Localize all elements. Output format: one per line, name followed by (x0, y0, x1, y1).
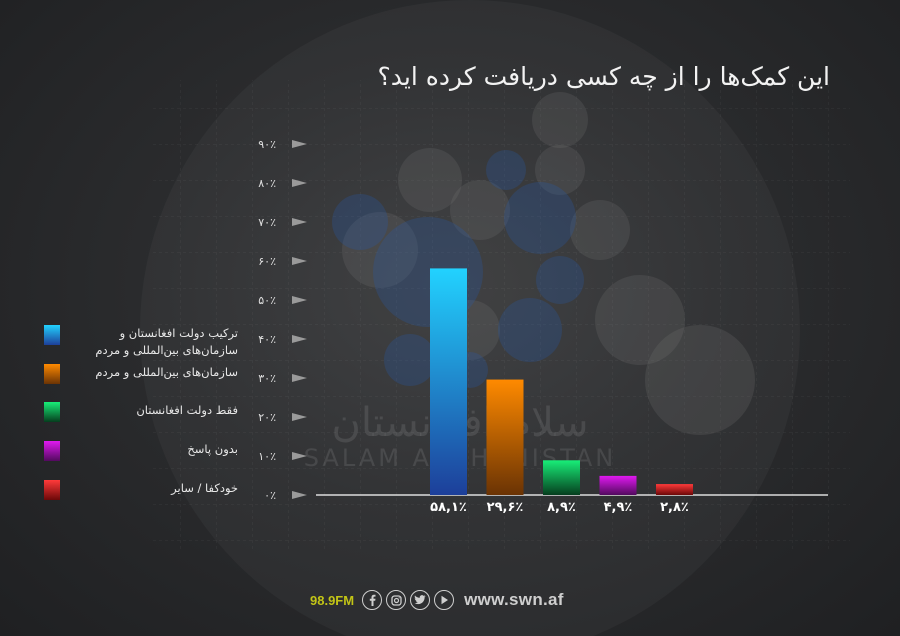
value-label: ۲۹,۶٪ (487, 500, 524, 515)
footer: 98.9FM www.swn.af (310, 587, 564, 613)
facebook-icon[interactable] (362, 590, 383, 610)
twitter-icon[interactable] (410, 590, 431, 610)
legend-item-combined: ترکیب دولت افغانستان و سازمان‌های بین‌ال… (44, 325, 238, 359)
legend-swatch-international (44, 364, 60, 384)
y-tick-marker (292, 413, 307, 421)
bar (430, 268, 467, 495)
y-tick-marker (292, 140, 307, 148)
value-label: ۴,۹٪ (604, 500, 633, 515)
y-tick-label: ۸۰٪ (258, 177, 276, 190)
y-tick-marker (292, 218, 307, 226)
legend-swatch-no-answer (44, 441, 60, 461)
legend-item-self-sufficient: خودکفا / سایر (44, 480, 238, 500)
y-tick-label: ۶۰٪ (258, 255, 276, 268)
legend-item-international: سازمان‌های بین‌المللی و مردم (44, 364, 238, 384)
bar (656, 484, 693, 495)
y-tick-label: ۰٪ (264, 489, 276, 502)
y-tick-label: ۳۰٪ (258, 372, 276, 385)
y-tick-label: ۴۰٪ (258, 333, 276, 346)
legend-item-no-answer: بدون پاسخ (44, 441, 238, 461)
y-tick-marker (292, 491, 307, 499)
value-label: ۸,۹٪ (547, 500, 576, 515)
y-tick-marker (292, 452, 307, 460)
legend-label: خودکفا / سایر (171, 481, 238, 495)
y-tick-label: ۹۰٪ (258, 138, 276, 151)
bar (599, 475, 637, 495)
y-tick-marker (292, 179, 307, 187)
bar (486, 379, 524, 495)
legend-label: فقط دولت افغانستان (136, 403, 238, 417)
y-tick-label: ۱۰٪ (258, 450, 276, 463)
legend-label: ترکیب دولت افغانستان و سازمان‌های بین‌ال… (95, 326, 238, 357)
y-tick-label: ۲۰٪ (258, 411, 276, 424)
y-tick-label: ۷۰٪ (258, 216, 276, 229)
value-label: ۲,۸٪ (660, 500, 689, 515)
y-axis: ۰٪ ۱۰٪ ۲۰٪ ۳۰٪ ۴۰٪ ۵۰٪ ۶۰٪ ۷۰٪ ۸۰٪ ۹۰٪ (258, 138, 307, 502)
website-link[interactable]: www.swn.af (464, 590, 564, 609)
play-icon[interactable] (434, 590, 455, 610)
instagram-icon[interactable] (386, 590, 407, 610)
legend-swatch-self-sufficient (44, 480, 60, 500)
legend-label: بدون پاسخ (187, 442, 238, 456)
value-label: ۵۸,۱٪ (430, 500, 467, 515)
legend-label: سازمان‌های بین‌المللی و مردم (95, 365, 238, 379)
y-tick-marker (292, 257, 307, 265)
legend-swatch-combined (44, 325, 60, 345)
y-tick-marker (292, 374, 307, 382)
legend-swatch-government (44, 402, 60, 422)
value-labels: ۵۸,۱٪ ۲۹,۶٪ ۸,۹٪ ۴,۹٪ ۲,۸٪ (430, 500, 689, 515)
y-tick-label: ۵۰٪ (258, 294, 276, 307)
bar (543, 460, 580, 495)
y-tick-marker (292, 296, 307, 304)
y-tick-marker (292, 335, 307, 343)
chart-title: این کمک‌ها را از چه کسی دریافت کرده اید؟ (377, 62, 830, 91)
legend-item-government: فقط دولت افغانستان (44, 402, 238, 422)
radio-frequency: 98.9FM (310, 592, 355, 608)
bars (430, 268, 693, 495)
